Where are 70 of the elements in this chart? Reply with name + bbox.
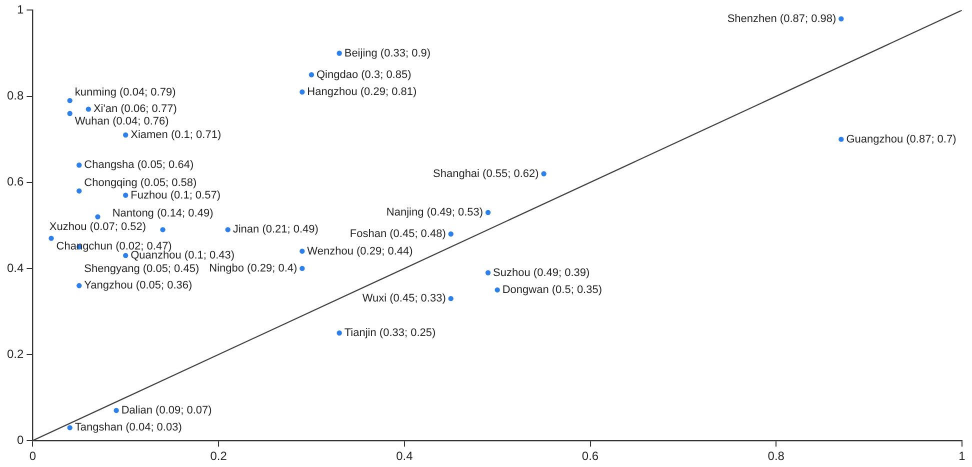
point [76, 162, 82, 168]
data-label: Hangzhou (0.29; 0.81) [307, 86, 417, 98]
data-label: Wenzhou (0.29; 0.44) [307, 245, 413, 258]
data-label: Suzhou (0.49; 0.39) [493, 266, 590, 279]
data-label: Wuhan (0.04; 0.76) [74, 116, 169, 128]
x-tick-label: 0.8 [768, 449, 785, 464]
point [448, 296, 454, 302]
data-label: Shanghai (0.55; 0.62) [433, 168, 539, 180]
data-label: Nanjing (0.49; 0.53) [386, 206, 484, 219]
point [123, 192, 128, 198]
data-label: Jinan (0.21; 0.49) [232, 224, 318, 236]
data-label: Dalian (0.09; 0.07) [121, 404, 212, 417]
data-label: Xuzhou (0.07; 0.52) [49, 220, 146, 233]
data-label: Tangshan (0.04; 0.03) [74, 422, 182, 434]
y-tick-label: 0.8 [6, 88, 24, 103]
point [76, 188, 82, 194]
x-tick-label: 0.6 [582, 449, 599, 464]
point [95, 214, 100, 220]
point [336, 50, 342, 56]
data-label: Chongqing (0.05; 0.58) [84, 177, 197, 189]
x-tick-label: 0 [29, 449, 36, 464]
point [76, 283, 82, 288]
point [225, 227, 230, 232]
point [160, 227, 166, 232]
x-tick-label: 0.2 [210, 449, 228, 464]
x-tick-label: 1 [958, 449, 966, 464]
point [123, 132, 128, 138]
point [300, 266, 305, 272]
point [838, 16, 844, 22]
data-label: Shenzhen (0.87; 0.98) [727, 12, 836, 25]
point [838, 136, 844, 142]
x-tick-label: 0.4 [396, 449, 414, 464]
point [308, 72, 314, 78]
data-label: kunming (0.04; 0.79) [74, 86, 176, 99]
y-tick-label: 0 [16, 432, 24, 447]
data-label: Fuzhou (0.1; 0.57) [130, 189, 221, 202]
data-label: Qingdao (0.3; 0.85) [316, 68, 412, 81]
data-label: Xiamen (0.1; 0.71) [130, 129, 222, 142]
y-tick-label: 0.6 [6, 174, 24, 189]
data-label: Quanzhou (0.1; 0.43) [130, 250, 235, 262]
y-tick-label: 0.2 [6, 346, 24, 361]
point [48, 236, 54, 241]
data-label: Ningbo (0.29; 0.4) [209, 262, 298, 274]
data-label: Tianjin (0.33; 0.25) [344, 327, 436, 340]
point [300, 89, 305, 95]
y-tick-label: 1 [16, 2, 24, 17]
data-label: Nantong (0.14; 0.49) [112, 208, 214, 220]
point [494, 287, 500, 293]
data-label: Yangzhou (0.05; 0.36) [84, 280, 192, 292]
point [448, 231, 454, 237]
point [300, 248, 305, 254]
y-tick-label: 0.4 [6, 260, 24, 275]
data-label: Changsha (0.05; 0.64) [84, 159, 194, 172]
data-label: Shengyang (0.05; 0.45) [84, 262, 200, 275]
point [67, 98, 72, 104]
point [86, 106, 92, 112]
data-label: Dongwan (0.5; 0.35) [502, 284, 602, 296]
data-label: Guangzhou (0.87; 0.7) [846, 133, 956, 146]
data-label: Wuxi (0.45; 0.33) [362, 292, 446, 305]
point [114, 408, 119, 414]
data-label: Xi'an (0.06; 0.77) [93, 103, 177, 116]
point [123, 252, 128, 258]
data-label: Beijing (0.33; 0.9) [344, 47, 431, 60]
point [67, 110, 72, 116]
point [485, 210, 491, 216]
data-label: Foshan (0.45; 0.48) [350, 228, 446, 240]
point [336, 330, 342, 336]
point [541, 171, 546, 176]
point [485, 270, 491, 276]
point [67, 425, 72, 430]
